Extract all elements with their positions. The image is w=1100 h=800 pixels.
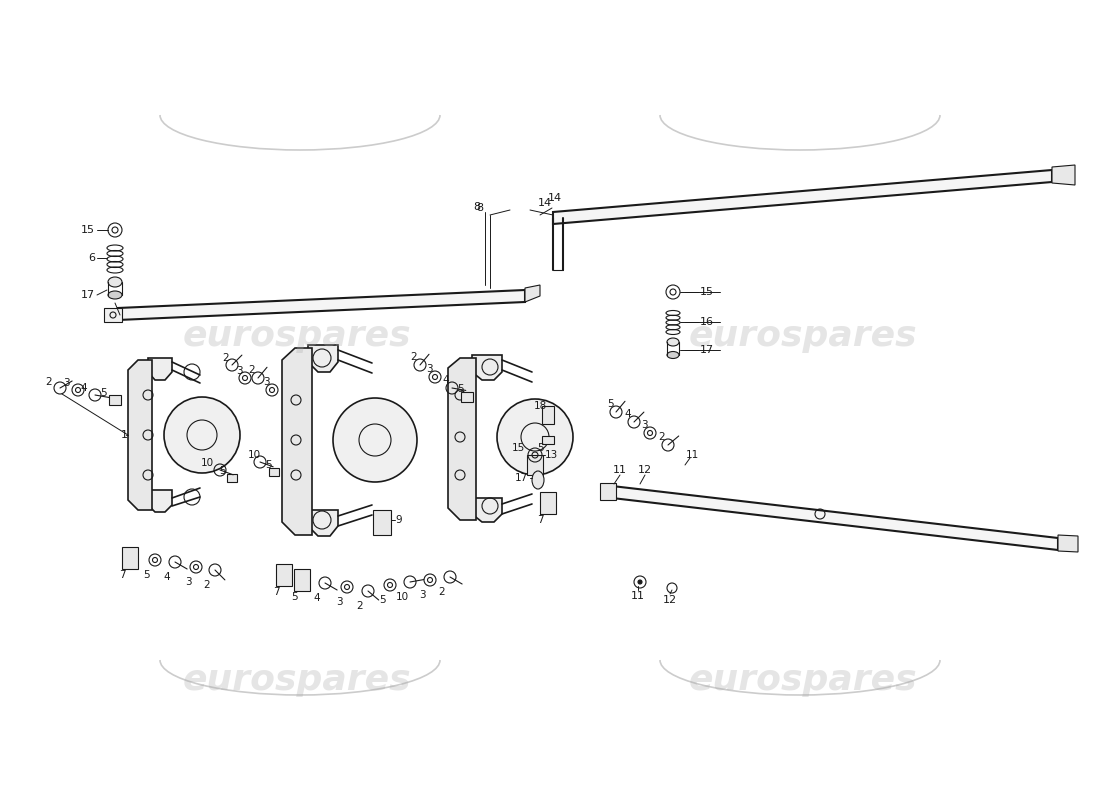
- Text: 6: 6: [88, 253, 95, 263]
- Text: 10: 10: [248, 450, 261, 460]
- Text: 3: 3: [64, 378, 70, 388]
- Text: 2: 2: [410, 352, 417, 362]
- Text: 1: 1: [121, 430, 128, 440]
- Text: 5: 5: [607, 399, 614, 409]
- Text: 5: 5: [537, 443, 543, 453]
- Text: 4: 4: [314, 593, 320, 603]
- Text: 2: 2: [356, 601, 363, 611]
- Circle shape: [638, 580, 642, 584]
- Polygon shape: [1058, 535, 1078, 552]
- Text: 13: 13: [544, 450, 558, 460]
- Text: 17: 17: [700, 345, 714, 355]
- Text: 2: 2: [222, 353, 229, 363]
- Circle shape: [497, 399, 573, 475]
- Text: 3: 3: [419, 590, 426, 600]
- Text: 7: 7: [537, 515, 543, 525]
- Bar: [373, 510, 390, 535]
- Text: 3: 3: [263, 377, 270, 387]
- Text: 4: 4: [625, 409, 631, 419]
- Polygon shape: [308, 510, 338, 536]
- Text: 5: 5: [458, 384, 464, 394]
- Polygon shape: [128, 360, 152, 510]
- Polygon shape: [148, 358, 172, 380]
- Ellipse shape: [667, 351, 679, 358]
- Text: eurospares: eurospares: [183, 319, 411, 353]
- Polygon shape: [472, 355, 502, 380]
- Text: 9: 9: [395, 515, 402, 525]
- Circle shape: [333, 398, 417, 482]
- Ellipse shape: [532, 471, 544, 489]
- Text: 16: 16: [700, 317, 714, 327]
- Text: 2: 2: [659, 432, 666, 442]
- Text: 8: 8: [476, 203, 483, 213]
- Text: 2: 2: [204, 580, 210, 590]
- Circle shape: [164, 397, 240, 473]
- Text: 3: 3: [235, 366, 242, 376]
- Polygon shape: [553, 170, 1052, 224]
- Text: 5: 5: [290, 592, 297, 602]
- Text: 2: 2: [45, 377, 52, 387]
- Text: 14: 14: [548, 193, 562, 203]
- Text: eurospares: eurospares: [689, 319, 917, 353]
- Polygon shape: [612, 486, 1058, 550]
- Text: 10: 10: [201, 458, 214, 468]
- Text: eurospares: eurospares: [183, 663, 411, 697]
- Text: 12: 12: [663, 595, 678, 605]
- Text: 4: 4: [80, 383, 87, 393]
- Text: 15: 15: [512, 443, 525, 453]
- Text: 11: 11: [685, 450, 698, 460]
- Text: 2: 2: [439, 587, 446, 597]
- Polygon shape: [600, 483, 616, 500]
- Text: 5: 5: [219, 466, 225, 476]
- Text: 4: 4: [442, 375, 449, 385]
- Text: 3: 3: [336, 597, 342, 607]
- Bar: [542, 436, 554, 444]
- Text: 3: 3: [185, 577, 191, 587]
- Text: 2: 2: [249, 365, 255, 375]
- Text: 5: 5: [378, 595, 385, 605]
- Text: 8: 8: [473, 202, 480, 212]
- Bar: [270, 468, 279, 476]
- Polygon shape: [308, 345, 338, 372]
- Text: 17: 17: [81, 290, 95, 300]
- Text: 5: 5: [100, 388, 107, 398]
- Text: 10: 10: [395, 592, 408, 602]
- Ellipse shape: [667, 338, 679, 346]
- Polygon shape: [472, 498, 502, 522]
- Text: 15: 15: [700, 287, 714, 297]
- Text: 7: 7: [119, 570, 125, 580]
- Text: 4: 4: [164, 572, 170, 582]
- Ellipse shape: [108, 291, 122, 299]
- Bar: [542, 406, 554, 424]
- Bar: [227, 474, 236, 482]
- Bar: [104, 308, 122, 322]
- Text: 14: 14: [538, 198, 552, 208]
- Text: 17: 17: [515, 473, 528, 483]
- Polygon shape: [525, 285, 540, 302]
- Text: 5: 5: [265, 460, 272, 470]
- Text: 18: 18: [534, 401, 547, 411]
- Text: 3: 3: [426, 364, 432, 374]
- Bar: [461, 392, 473, 402]
- Bar: [527, 455, 543, 475]
- Polygon shape: [282, 348, 312, 535]
- Bar: [122, 547, 138, 569]
- Bar: [294, 569, 310, 591]
- Polygon shape: [1052, 165, 1075, 185]
- Text: 5: 5: [144, 570, 151, 580]
- Polygon shape: [448, 358, 476, 520]
- Text: 15: 15: [81, 225, 95, 235]
- Text: 3: 3: [640, 420, 647, 430]
- Text: 12: 12: [638, 465, 652, 475]
- Bar: [540, 492, 556, 514]
- Bar: [109, 395, 121, 405]
- Polygon shape: [118, 290, 525, 320]
- Bar: [276, 564, 292, 586]
- Polygon shape: [148, 490, 172, 512]
- Text: 7: 7: [273, 587, 279, 597]
- Text: 11: 11: [631, 591, 645, 601]
- Ellipse shape: [108, 277, 122, 287]
- Text: 11: 11: [613, 465, 627, 475]
- Text: eurospares: eurospares: [689, 663, 917, 697]
